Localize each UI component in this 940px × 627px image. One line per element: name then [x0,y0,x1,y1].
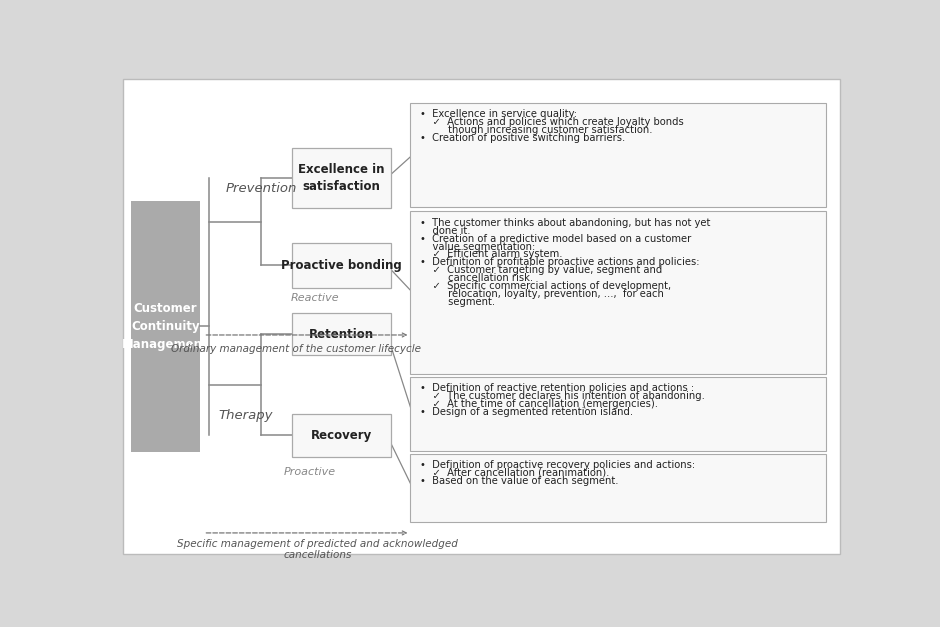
Text: •  Definition of reactive retention policies and actions :: • Definition of reactive retention polic… [420,382,694,393]
FancyBboxPatch shape [292,313,391,356]
Text: Retention: Retention [309,327,374,340]
FancyBboxPatch shape [411,376,826,451]
Text: ✓  After cancellation (reanimation).: ✓ After cancellation (reanimation). [420,468,609,478]
Text: •  Creation of positive switching barriers.: • Creation of positive switching barrier… [420,133,625,143]
FancyBboxPatch shape [411,103,826,207]
Text: value segmentation:: value segmentation: [420,241,535,251]
Text: ✓  Actions and policies which create loyalty bonds: ✓ Actions and policies which create loya… [420,117,683,127]
Text: •  Based on the value of each segment.: • Based on the value of each segment. [420,476,619,486]
FancyBboxPatch shape [411,454,826,522]
Text: ✓  Customer targeting by value, segment and: ✓ Customer targeting by value, segment a… [420,265,662,275]
FancyBboxPatch shape [411,211,826,374]
Text: ✓  Specific commercial actions of development,: ✓ Specific commercial actions of develop… [420,282,671,292]
Text: •  Creation of a predictive model based on a customer: • Creation of a predictive model based o… [420,233,691,243]
FancyBboxPatch shape [292,148,391,208]
Text: ✓  At the time of cancellation (emergencies).: ✓ At the time of cancellation (emergenci… [420,399,658,409]
Text: Proactive bonding: Proactive bonding [281,259,402,272]
Text: though increasing customer satisfaction.: though increasing customer satisfaction. [420,125,652,135]
Text: relocation, loyalty, prevention, ...,  for each: relocation, loyalty, prevention, ..., fo… [420,289,664,299]
Text: Specific management of predicted and acknowledged
cancellations: Specific management of predicted and ack… [178,539,459,560]
Text: •  Design of a segmented retention island.: • Design of a segmented retention island… [420,407,633,416]
Text: Recovery: Recovery [311,429,372,442]
Text: cancellation risk.: cancellation risk. [420,273,533,283]
FancyBboxPatch shape [131,201,200,452]
Text: •  Definition of profitable proactive actions and policies:: • Definition of profitable proactive act… [420,258,699,268]
FancyBboxPatch shape [292,243,391,288]
FancyBboxPatch shape [123,79,840,554]
FancyBboxPatch shape [292,414,391,456]
Text: •  Definition of proactive recovery policies and actions:: • Definition of proactive recovery polic… [420,460,695,470]
Text: Prevention: Prevention [226,182,297,195]
Text: segment.: segment. [420,297,495,307]
Text: Excellence in
satisfaction: Excellence in satisfaction [298,163,384,193]
Text: Customer
Continuity
Management: Customer Continuity Management [122,302,209,350]
Text: ✓  The customer declares his intention of abandoning.: ✓ The customer declares his intention of… [420,391,705,401]
Text: Therapy: Therapy [218,409,273,422]
Text: Reactive: Reactive [290,293,339,303]
Text: Ordinary management of the customer lifecycle: Ordinary management of the customer life… [171,344,421,354]
Text: •  The customer thinks about abandoning, but has not yet: • The customer thinks about abandoning, … [420,218,711,228]
Text: ✓  Efficient alarm system.: ✓ Efficient alarm system. [420,250,562,260]
Text: done it.: done it. [420,226,470,236]
Text: •  Excellence in service quality:: • Excellence in service quality: [420,109,577,119]
Text: Proactive: Proactive [284,467,336,477]
